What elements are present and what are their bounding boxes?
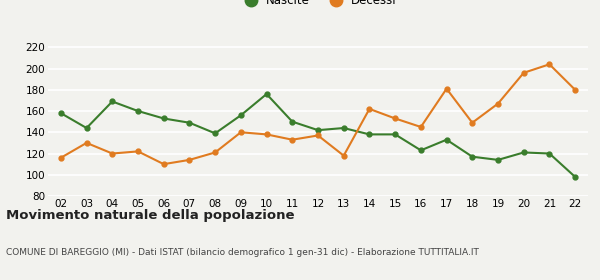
Decessi	[186, 158, 193, 162]
Decessi	[212, 151, 219, 154]
Nascite	[494, 158, 502, 162]
Nascite	[366, 133, 373, 136]
Text: COMUNE DI BAREGGIO (MI) - Dati ISTAT (bilancio demografico 1 gen-31 dic) - Elabo: COMUNE DI BAREGGIO (MI) - Dati ISTAT (bi…	[6, 248, 479, 257]
Decessi	[366, 107, 373, 111]
Decessi	[289, 138, 296, 141]
Nascite	[546, 152, 553, 155]
Decessi	[546, 63, 553, 66]
Nascite	[520, 151, 527, 154]
Decessi	[237, 130, 244, 134]
Text: Movimento naturale della popolazione: Movimento naturale della popolazione	[6, 209, 295, 221]
Nascite	[160, 117, 167, 120]
Decessi	[443, 87, 450, 90]
Nascite	[340, 126, 347, 130]
Nascite	[392, 133, 399, 136]
Decessi	[83, 141, 90, 144]
Nascite	[212, 132, 219, 135]
Nascite	[134, 109, 142, 113]
Nascite	[186, 121, 193, 124]
Decessi	[392, 117, 399, 120]
Decessi	[340, 154, 347, 157]
Nascite	[314, 129, 322, 132]
Nascite	[572, 175, 579, 179]
Decessi	[160, 162, 167, 166]
Legend: Nascite, Decessi: Nascite, Decessi	[234, 0, 402, 12]
Nascite	[263, 92, 270, 96]
Decessi	[572, 88, 579, 92]
Nascite	[443, 138, 450, 141]
Decessi	[314, 134, 322, 137]
Nascite	[469, 155, 476, 158]
Decessi	[494, 102, 502, 105]
Line: Nascite: Nascite	[58, 92, 578, 179]
Nascite	[109, 100, 116, 103]
Nascite	[237, 114, 244, 117]
Nascite	[289, 120, 296, 123]
Line: Decessi: Decessi	[58, 62, 578, 167]
Nascite	[417, 149, 424, 152]
Decessi	[417, 125, 424, 129]
Decessi	[134, 150, 142, 153]
Decessi	[469, 121, 476, 124]
Decessi	[109, 152, 116, 155]
Decessi	[263, 133, 270, 136]
Decessi	[57, 156, 64, 159]
Nascite	[57, 111, 64, 115]
Decessi	[520, 71, 527, 74]
Nascite	[83, 126, 90, 130]
